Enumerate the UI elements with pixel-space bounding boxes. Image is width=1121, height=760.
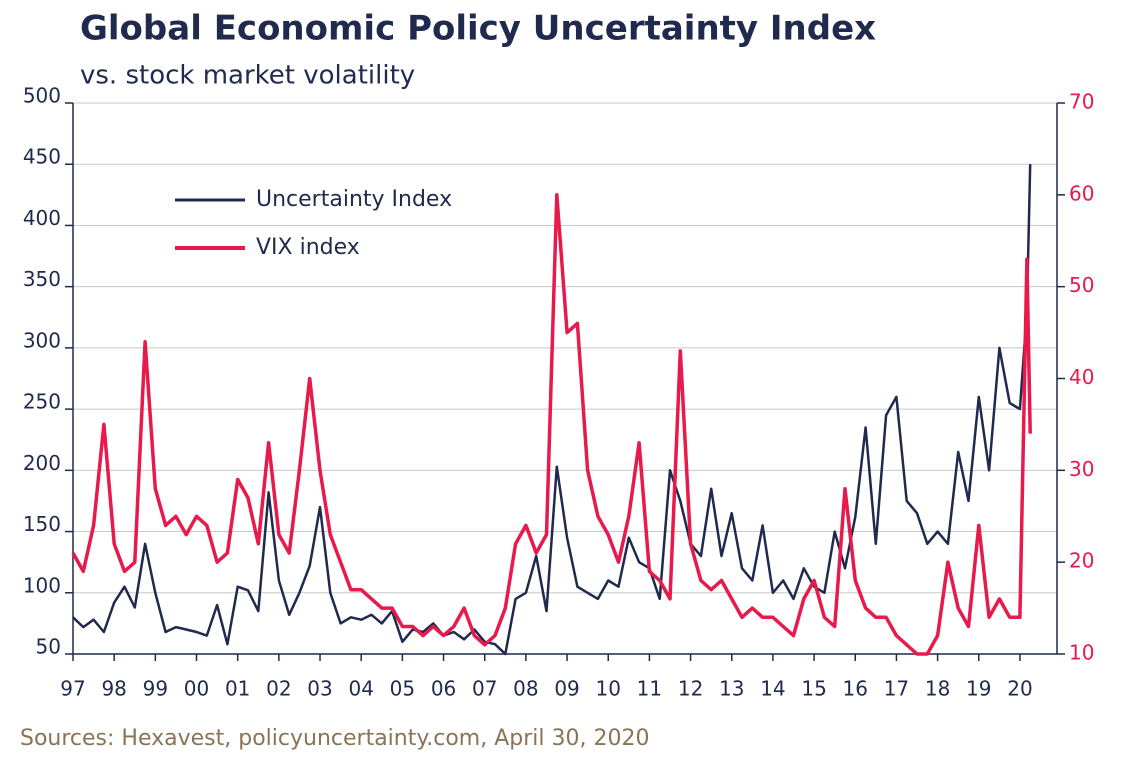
y-tick-label: 400 [23, 206, 61, 230]
x-tick-label: 12 [678, 677, 703, 701]
x-tick-label: 00 [184, 677, 209, 701]
legend-label: VIX index [256, 235, 360, 260]
x-tick-label: 11 [637, 677, 662, 701]
y-tick-label: 450 [23, 145, 61, 169]
source-note: Sources: Hexavest, policyuncertainty.com… [20, 726, 649, 751]
x-tick-label: 08 [513, 677, 538, 701]
y-tick-label: 250 [23, 390, 61, 414]
x-tick-label: 19 [966, 677, 991, 701]
x-tick-label: 97 [60, 677, 85, 701]
y2-tick-label: 70 [1069, 90, 1094, 114]
x-tick-label: 05 [390, 677, 415, 701]
x-tick-label: 10 [596, 677, 621, 701]
y2-tick-label: 40 [1069, 365, 1094, 389]
y-tick-label: 500 [23, 84, 61, 108]
chart-title: Global Economic Policy Uncertainty Index [80, 9, 876, 49]
y-tick-label: 50 [36, 635, 61, 659]
y2-tick-label: 20 [1069, 549, 1094, 573]
legend-label: Uncertainty Index [256, 187, 452, 212]
y-tick-label: 300 [23, 328, 61, 352]
x-tick-label: 07 [472, 677, 497, 701]
x-tick-label: 14 [760, 677, 785, 701]
x-tick-label: 06 [431, 677, 456, 701]
series-line [71, 193, 1032, 656]
x-tick-label: 09 [554, 677, 579, 701]
x-tick-label: 17 [884, 677, 909, 701]
y2-tick-label: 50 [1069, 273, 1094, 297]
y2-tick-label: 10 [1069, 641, 1094, 665]
x-tick-label: 18 [925, 677, 950, 701]
x-tick-label: 02 [266, 677, 291, 701]
x-tick-label: 13 [719, 677, 744, 701]
y-tick-label: 350 [23, 267, 61, 291]
x-tick-label: 16 [843, 677, 868, 701]
x-tick-label: 99 [143, 677, 168, 701]
series-line [72, 164, 1032, 656]
y-tick-label: 100 [23, 573, 61, 597]
x-tick-label: 98 [101, 677, 126, 701]
x-tick-label: 15 [801, 677, 826, 701]
x-tick-label: 20 [1007, 677, 1032, 701]
y-tick-label: 200 [23, 451, 61, 475]
chart-subtitle: vs. stock market volatility [80, 61, 415, 91]
y2-tick-label: 60 [1069, 181, 1094, 205]
x-tick-label: 03 [307, 677, 332, 701]
y-tick-label: 150 [23, 512, 61, 536]
x-tick-label: 01 [225, 677, 250, 701]
y2-tick-label: 30 [1069, 457, 1094, 481]
x-tick-label: 04 [348, 677, 373, 701]
